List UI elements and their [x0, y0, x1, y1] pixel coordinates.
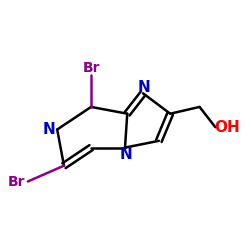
Text: OH: OH	[214, 120, 240, 135]
Text: N: N	[42, 122, 55, 137]
Text: Br: Br	[82, 61, 100, 75]
Text: N: N	[120, 147, 132, 162]
Text: N: N	[138, 80, 150, 94]
Text: Br: Br	[8, 174, 25, 188]
